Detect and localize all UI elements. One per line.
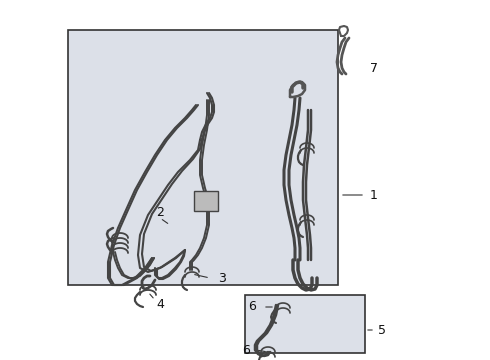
FancyBboxPatch shape	[68, 30, 338, 285]
Text: 5: 5	[378, 324, 386, 337]
Text: 3: 3	[218, 271, 226, 284]
FancyBboxPatch shape	[194, 191, 218, 211]
FancyBboxPatch shape	[245, 295, 365, 353]
Text: 4: 4	[156, 297, 164, 310]
Text: 2: 2	[156, 206, 164, 219]
Text: 6: 6	[242, 343, 250, 356]
Text: 7: 7	[370, 62, 378, 75]
Text: 6: 6	[248, 301, 256, 314]
Text: 1: 1	[370, 189, 378, 202]
